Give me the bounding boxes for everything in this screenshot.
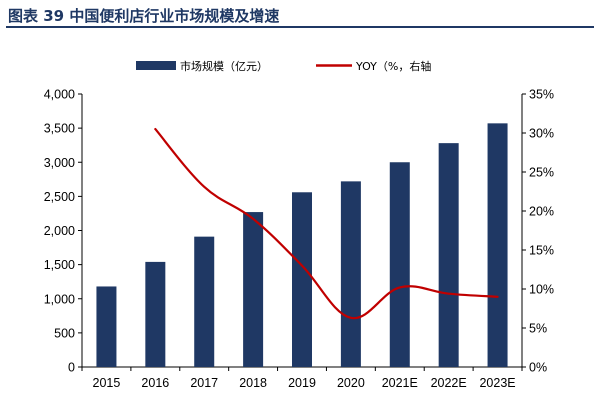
left-tick-label: 3,000 <box>44 156 75 170</box>
left-tick-label: 2,500 <box>44 190 75 204</box>
left-tick-label: 2,000 <box>44 224 75 238</box>
right-tick-label: 15% <box>529 244 554 258</box>
bar-2023E <box>487 123 508 367</box>
tick-labels: 0 500 1,000 1,500 2,000 2,500 3,000 3,500 4,000 0… <box>44 88 554 391</box>
bar-series <box>96 123 508 367</box>
legend-label-yoy: YOY（%，右轴 <box>355 59 431 73</box>
x-tick-label: 2023E <box>479 376 515 390</box>
bar-2016 <box>145 261 166 367</box>
x-tick-label: 2018 <box>239 376 267 390</box>
bar-2020 <box>340 181 361 367</box>
right-tick-label: 25% <box>529 166 554 180</box>
bar-2021E <box>389 162 410 367</box>
x-tick-label: 2015 <box>93 376 121 390</box>
x-tick-label: 2020 <box>337 376 365 390</box>
x-tick-label: 2021E <box>382 376 418 390</box>
bar-2019 <box>292 192 312 367</box>
left-tick-label: 1,000 <box>44 292 75 306</box>
title-divider <box>6 26 594 28</box>
right-tick-label: 5% <box>529 322 547 336</box>
bar-2017 <box>194 236 215 367</box>
left-tick-label: 3,500 <box>44 122 75 136</box>
yoy-line <box>154 128 499 320</box>
right-tick-label: 35% <box>529 88 554 102</box>
left-tick-label: 0 <box>68 361 75 375</box>
x-tick-label: 2017 <box>190 376 218 390</box>
bar-2022E <box>438 143 459 367</box>
left-tick-label: 4,000 <box>44 88 75 102</box>
x-tick-label: 2019 <box>288 376 316 390</box>
right-tick-label: 20% <box>529 205 554 219</box>
page-title: 图表 39 中国便利店行业市场规模及增速 <box>8 7 280 25</box>
left-tick-label: 1,500 <box>44 258 75 272</box>
left-tick-label: 500 <box>54 326 75 340</box>
line-series <box>154 128 499 320</box>
bar-2018 <box>243 212 264 367</box>
legend-label-market-size: 市场规模（亿元） <box>180 59 268 73</box>
bar-2015 <box>96 286 117 367</box>
right-tick-label: 30% <box>529 127 554 141</box>
right-tick-label: 10% <box>529 283 554 297</box>
legend-swatch-market-size <box>136 61 176 70</box>
right-tick-label: 0% <box>529 361 547 375</box>
x-tick-label: 2016 <box>141 376 169 390</box>
x-tick-label: 2022E <box>431 376 467 390</box>
legend: 市场规模（亿元） YOY（%，右轴 <box>136 59 431 73</box>
